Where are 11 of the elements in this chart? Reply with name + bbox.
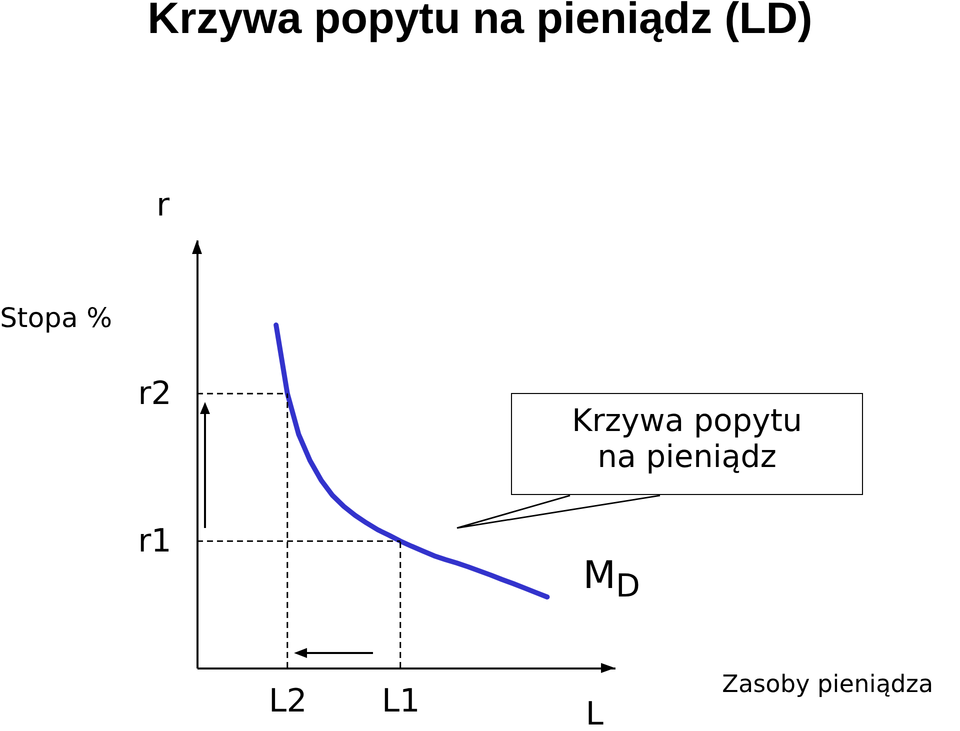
chart-title: Krzywa popytu na pieniądz (LD) [146, 0, 814, 44]
callout-box: Krzywa popytu na pieniądz [511, 393, 863, 495]
y-axis-title: r [156, 186, 170, 224]
x-tick-label: L2 [268, 682, 307, 720]
annotation: M$_{D}$ [583, 553, 640, 606]
x-axis-title: L [586, 694, 604, 731]
x-tick-label: L1 [382, 682, 420, 720]
text: Stopa % [0, 303, 112, 336]
text: Zasoby pieniądza [722, 670, 934, 699]
ref-line-label: r2 [138, 374, 172, 412]
ref-line-label: r1 [138, 522, 172, 560]
